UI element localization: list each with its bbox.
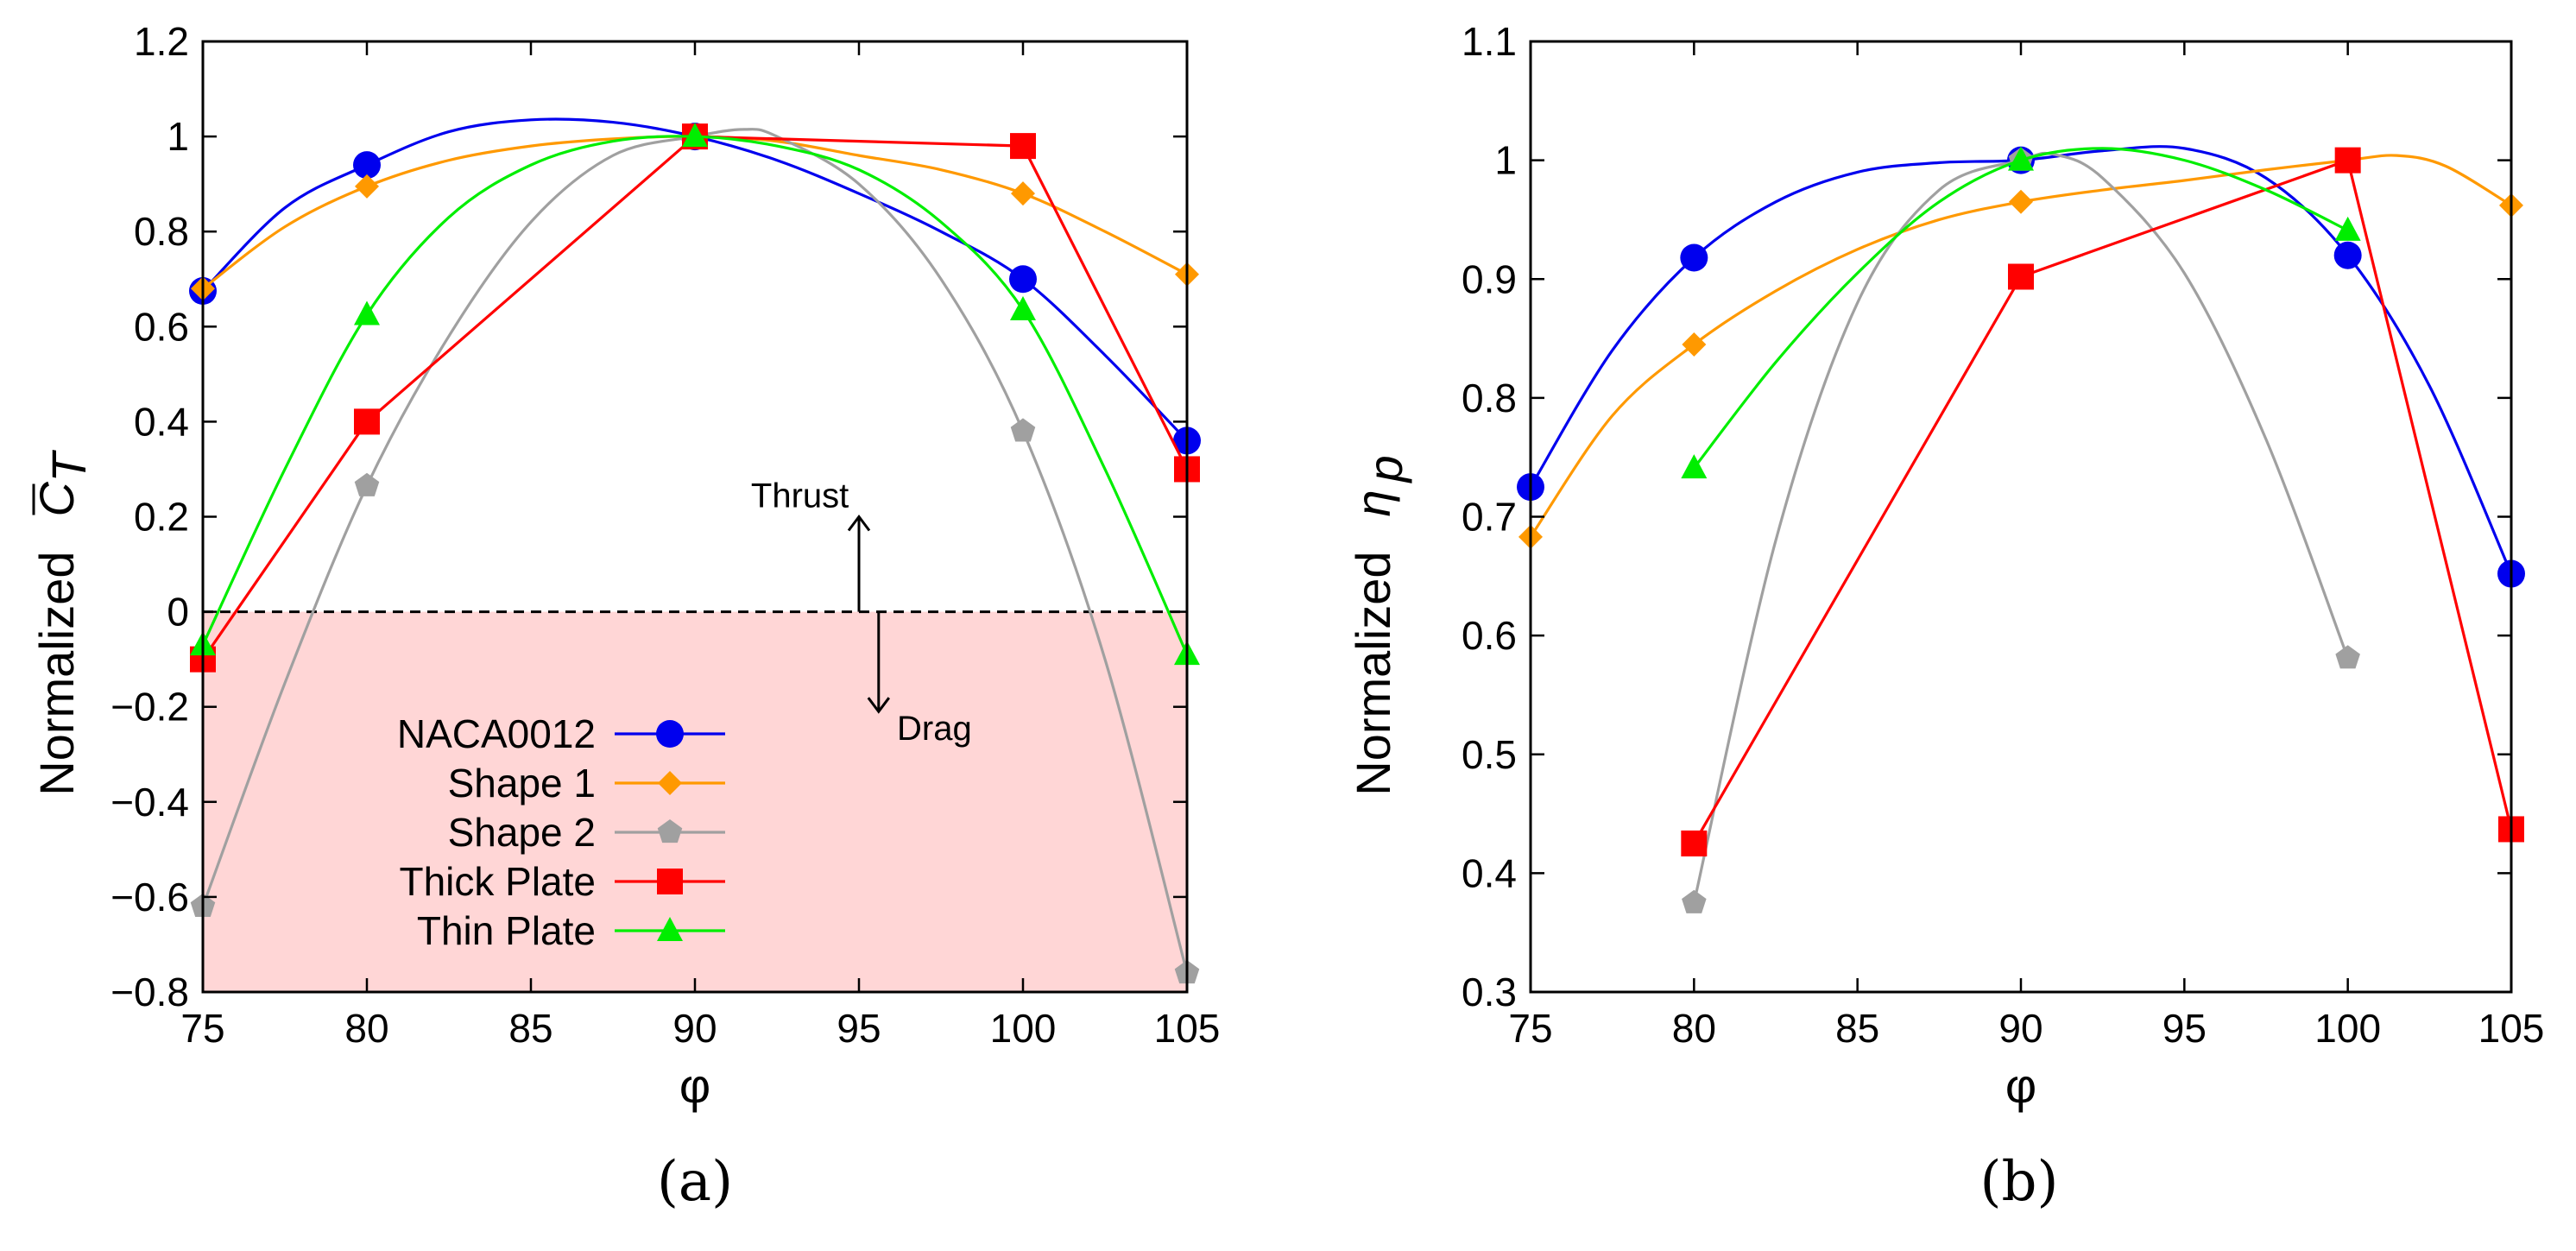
legend-marker [657, 819, 683, 843]
y-tick-label: 0.3 [1462, 970, 1517, 1014]
legend-marker [657, 917, 683, 941]
y-tick-label: 1.2 [134, 19, 189, 64]
y-tick-label: −0.8 [110, 970, 189, 1014]
y-tick-label: 0.9 [1462, 256, 1517, 301]
legend-label: NACA0012 [397, 711, 596, 756]
y-tick-label: 0.6 [134, 304, 189, 349]
annotation-drag: Drag [897, 710, 972, 748]
data-point-naca0012 [353, 151, 381, 180]
legend-marker [658, 771, 682, 795]
x-tick-label: 80 [1672, 1006, 1716, 1051]
data-point-thin-plate [354, 300, 380, 325]
annotation-arrowhead-down [867, 697, 891, 714]
x-tick-label: 75 [180, 1006, 224, 1051]
y-tick-label: 0.4 [1462, 850, 1517, 895]
y-tick-label: 0.6 [1462, 613, 1517, 658]
y-axis-label-symbol: C [29, 482, 84, 517]
legend-marker [657, 869, 683, 894]
data-point-thick-plate [354, 408, 380, 435]
series-line-thick-plate [201, 135, 1189, 660]
data-point-shape-2 [1010, 418, 1036, 442]
y-axis-label-prefix: Normalized [29, 552, 84, 796]
legend-marker [656, 720, 684, 748]
x-axis-label: φ [679, 1058, 710, 1113]
x-tick-label: 80 [344, 1006, 388, 1051]
annotation-thrust: Thrust [751, 477, 849, 515]
data-point-shape-2 [354, 472, 380, 496]
x-tick-label: 100 [2314, 1006, 2381, 1051]
data-point-thick-plate [1681, 830, 1708, 856]
y-tick-label: 0.5 [1462, 732, 1517, 777]
legend-label: Shape 2 [448, 810, 596, 855]
series-line-shape-1 [202, 135, 1188, 290]
y-tick-label: −0.2 [110, 685, 189, 730]
x-tick-label: 85 [508, 1006, 552, 1051]
x-tick-label: 75 [1508, 1006, 1552, 1051]
series-line-naca0012 [201, 117, 1189, 442]
drag-region-shading [203, 611, 1187, 992]
y-axis-label-subscript: T [41, 450, 96, 483]
data-point-thick-plate [2334, 147, 2361, 174]
data-point-thin-plate [682, 123, 708, 148]
y-tick-label: 1.1 [1462, 19, 1517, 64]
data-point-thin-plate [1010, 296, 1036, 321]
series-line-thin-plate [201, 135, 1189, 655]
data-point-thick-plate [2008, 263, 2034, 290]
x-tick-label: 95 [837, 1006, 881, 1051]
y-tick-label: 0.7 [1462, 495, 1517, 540]
y-tick-label: 0.8 [1462, 376, 1517, 420]
data-point-shape-1 [1011, 181, 1035, 206]
data-point-shape-1 [1682, 332, 1707, 357]
data-point-thin-plate [1681, 454, 1708, 479]
x-axis-label: φ [2005, 1058, 2036, 1113]
series-line-thick-plate [1692, 158, 2513, 844]
x-tick-label: 105 [1154, 1006, 1221, 1051]
data-point-naca0012 [1009, 265, 1037, 294]
y-tick-label: 1 [1494, 138, 1517, 183]
legend-label: Shape 1 [448, 761, 596, 806]
data-point-shape-2 [1682, 889, 1707, 913]
y-axis-label: Normalized CT [29, 450, 96, 796]
panel-label: (a) [657, 1150, 733, 1214]
panel-a-chart: 75 80 85 90 95 100 105 −0.8 −0.6 −0.4 −0.2 0 0.2 0.4 0… [29, 19, 1220, 1214]
y-tick-label: 0.4 [134, 399, 189, 444]
series-line-thin-plate [1693, 147, 2349, 470]
data-point-thin-plate [2008, 146, 2034, 171]
x-tick-label: 85 [1835, 1006, 1879, 1051]
legend-label: Thin Plate [417, 908, 596, 953]
x-tick-label: 95 [2162, 1006, 2207, 1051]
series-line-shape-2 [201, 128, 1189, 974]
data-point-thin-plate [2334, 216, 2361, 241]
x-tick-label: 105 [2478, 1006, 2545, 1051]
y-tick-label: 0.2 [134, 495, 189, 540]
y-axis-label: Normalized ηp [1346, 455, 1412, 795]
x-tick-label: 100 [990, 1006, 1057, 1051]
panel-label: (b) [1980, 1150, 2059, 1214]
y-axis-label-symbol: η [1346, 490, 1400, 516]
plot-frame [1529, 40, 2513, 994]
data-point-naca0012 [1680, 243, 1708, 272]
data-point-thick-plate [1010, 133, 1036, 160]
y-tick-label: −0.4 [110, 780, 189, 825]
y-axis-label-subscript: p [1358, 455, 1412, 483]
y-tick-label: 0.8 [134, 209, 189, 254]
y-axis-label-prefix: Normalized [1346, 552, 1400, 796]
data-point-naca0012 [2333, 241, 2362, 269]
legend-label: Thick Plate [399, 859, 596, 904]
data-point-shape-2 [2335, 645, 2360, 669]
x-tick-label: 90 [1998, 1006, 2042, 1051]
panel-b-chart: 75 80 85 90 95 100 105 0.3 0.4 0.5 0.6 0.7 0.8 0.9 1 1.… [1346, 19, 2544, 1214]
x-tick-label: 90 [672, 1006, 717, 1051]
y-tick-label: 1 [167, 114, 189, 159]
data-point-shape-1 [355, 174, 379, 199]
annotation-arrowhead-up [847, 515, 871, 532]
data-point-shape-1 [2009, 189, 2033, 214]
y-tick-label: −0.6 [110, 875, 189, 919]
y-tick-label: 0 [167, 590, 189, 635]
